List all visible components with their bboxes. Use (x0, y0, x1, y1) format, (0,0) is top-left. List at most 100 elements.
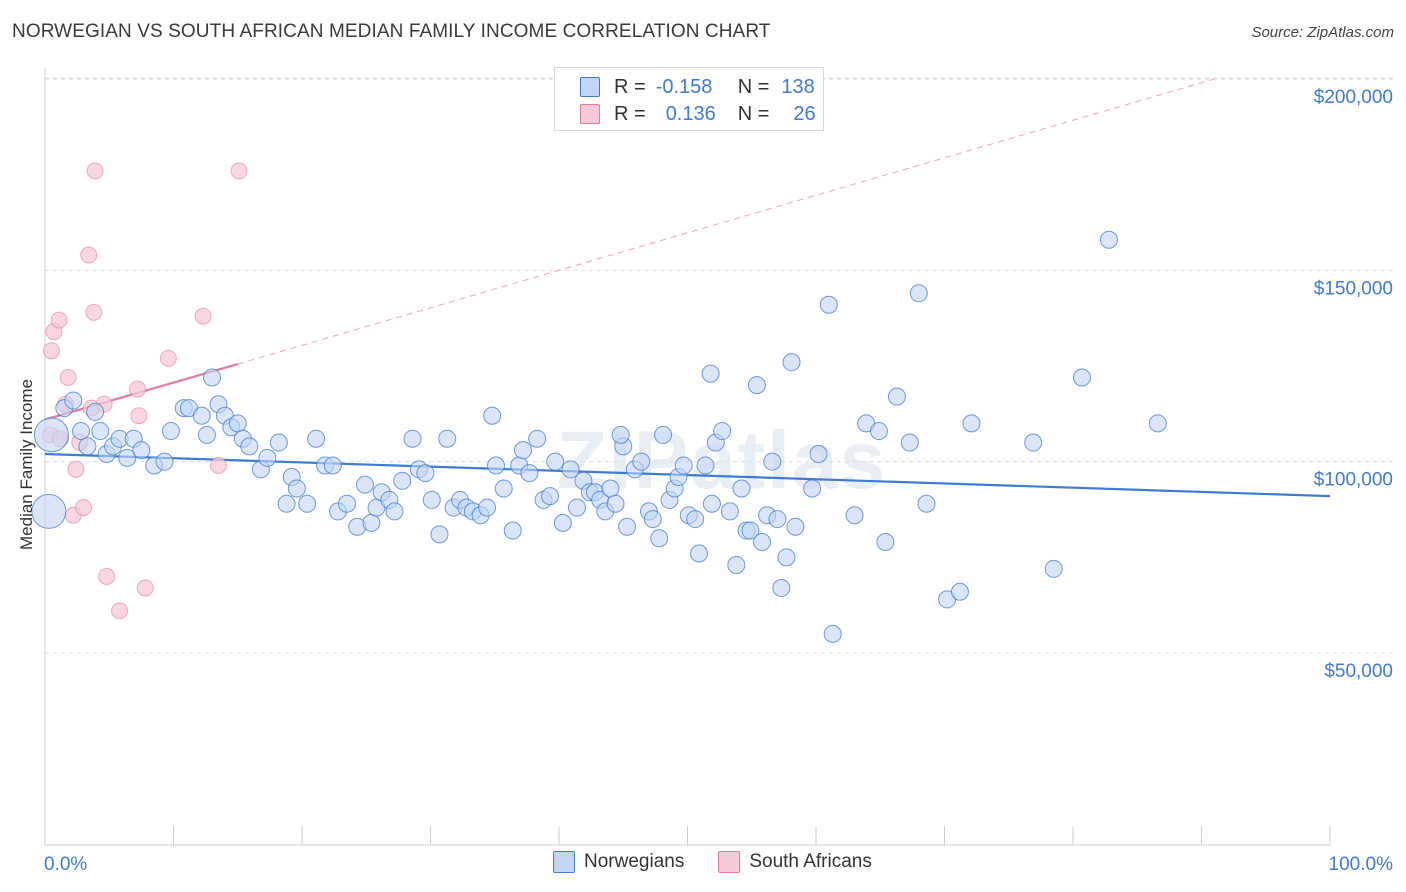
norwegians-point (1148, 414, 1167, 433)
norwegians-point (777, 548, 796, 567)
norwegians-point (727, 555, 746, 574)
south-africans-point (159, 349, 177, 367)
norwegians-point (606, 494, 625, 513)
y-tick-label: $50,000 (1324, 661, 1393, 682)
norwegians-point (950, 582, 969, 601)
south-africans-point (98, 567, 116, 585)
norwegians-point (650, 529, 669, 548)
norwegians-point (809, 445, 828, 464)
norwegians-point (403, 429, 422, 448)
y-tick-label: $150,000 (1314, 278, 1393, 299)
norwegians-point (686, 510, 705, 529)
norwegians-point (503, 521, 522, 540)
legend-swatch-blue (580, 77, 600, 97)
series-label-norwegians: Norwegians (584, 851, 685, 872)
norwegians-point (803, 479, 822, 498)
legend-n-label: N = (737, 102, 770, 125)
norwegians-point (962, 414, 981, 433)
norwegians-point (611, 425, 630, 444)
x-tick-label: 0.0% (44, 854, 87, 875)
south-africans-point (75, 499, 93, 517)
norwegians-point (337, 494, 356, 513)
series-label-south-africans: South Africans (749, 851, 872, 872)
south-africans-point (136, 579, 154, 597)
norwegians-point (416, 464, 435, 483)
correlation-legend: R = -0.158 N = 138 R = 0.136 N = 26 (554, 67, 824, 131)
norwegians-point (720, 502, 739, 521)
norwegians-point (674, 456, 693, 475)
norwegians-point (1072, 368, 1091, 387)
legend-row-norwegians: R = -0.158 N = 138 (580, 75, 815, 99)
norwegians-point (430, 525, 449, 544)
axes (44, 68, 1331, 846)
norwegians-point (78, 437, 97, 456)
south-africans-point (130, 407, 148, 425)
norwegians-point (203, 368, 222, 387)
norwegians-point (192, 406, 211, 425)
norwegians-point (819, 295, 838, 314)
norwegians-point (601, 479, 620, 498)
norwegians-point (741, 521, 760, 540)
norwegians-point (307, 429, 326, 448)
south-africans-points (41, 162, 248, 620)
norwegians-point (909, 284, 928, 303)
legend-n-value: 138 (781, 75, 815, 98)
norwegians-point (64, 391, 83, 410)
legend-n-label: N = (737, 75, 770, 98)
norwegians-points (31, 230, 1167, 643)
norwegians-point (782, 353, 801, 372)
y-tick-label: $200,000 (1314, 87, 1393, 108)
south-africans-point (209, 456, 227, 474)
south-africans-point (111, 602, 129, 620)
norwegians-point (541, 487, 560, 506)
legend-r-label: R = (614, 102, 646, 125)
norwegians-point (1024, 433, 1043, 452)
norwegians-point (91, 422, 110, 441)
south-africans-point (59, 368, 77, 386)
norwegians-point (478, 498, 497, 517)
norwegians-point (696, 456, 715, 475)
south-africans-point (67, 460, 85, 478)
norwegians-point (823, 624, 842, 643)
south-africans-point (50, 311, 68, 329)
norwegians-point (768, 510, 787, 529)
norwegians-point (422, 490, 441, 509)
norwegians-point (546, 452, 565, 471)
norwegians-point (701, 364, 720, 383)
y-axis-label: Median Family Income (17, 378, 36, 550)
legend-n-value: 26 (793, 102, 816, 125)
norwegians-point (845, 506, 864, 525)
south-africans-point (129, 380, 147, 398)
norwegians-point (33, 417, 69, 453)
south-africans-point (42, 342, 60, 360)
norwegians-point (155, 452, 174, 471)
x-tick-label: 100.0% (1329, 854, 1394, 875)
norwegians-point (514, 441, 533, 460)
series-legend-south-africans: South Africans (718, 851, 872, 873)
norwegians-point (355, 475, 374, 494)
norwegians-point (763, 452, 782, 471)
norwegians-point (277, 494, 296, 513)
norwegians-point (553, 513, 572, 532)
legend-r-label: R = (614, 75, 646, 98)
norwegians-point (483, 406, 502, 425)
south-africans-point (86, 162, 104, 180)
norwegians-point (494, 479, 513, 498)
south-africans-point (80, 246, 98, 264)
norwegians-point (487, 456, 506, 475)
norwegians-point (917, 494, 936, 513)
norwegians-point (240, 437, 259, 456)
norwegians-point (690, 544, 709, 563)
norwegians-point (520, 464, 539, 483)
norwegians-point (86, 402, 105, 421)
norwegians-point (567, 498, 586, 517)
source-label: Source: ZipAtlas.com (1251, 24, 1394, 41)
norwegians-point (887, 387, 906, 406)
norwegians-point (713, 422, 732, 441)
tick-labels: $50,000 $100,000 $150,000 $200,000 0.0% 100.0… (44, 87, 1393, 875)
norwegians-point (732, 479, 751, 498)
y-tick-label: $100,000 (1314, 470, 1393, 491)
norwegians-point (161, 422, 180, 441)
norwegians-point (869, 422, 888, 441)
